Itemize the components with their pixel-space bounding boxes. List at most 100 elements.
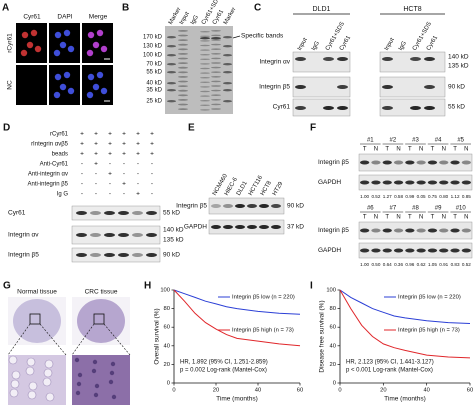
tn-label: T (363, 147, 367, 153)
x-tick-label: 0 (172, 388, 175, 394)
band (405, 180, 415, 185)
ratio: 0.91 (439, 262, 448, 267)
x-tick-label: 20 (380, 388, 386, 394)
patient-id: #7 (390, 206, 397, 212)
size-label: 135 kD (163, 237, 184, 244)
band (223, 45, 232, 48)
band (200, 90, 210, 93)
marker-label: 25 kD (146, 99, 162, 105)
nucleus (28, 381, 38, 391)
ratio: 0.36 (394, 262, 403, 267)
lane-label: Marker (223, 7, 238, 26)
nucleus (8, 355, 18, 365)
band (167, 36, 176, 39)
band (178, 66, 188, 69)
tn-label: N (464, 215, 468, 221)
band (211, 204, 221, 208)
sign: + (122, 131, 126, 138)
lane-label: IgG (311, 40, 321, 52)
sign: + (136, 191, 140, 198)
band (393, 248, 404, 253)
band (424, 106, 435, 110)
sign: - (95, 191, 97, 198)
x-axis-label: Time (months) (384, 396, 426, 403)
band (167, 89, 176, 92)
zoom-line (7, 323, 31, 356)
band (382, 228, 392, 233)
band (200, 31, 210, 33)
band (211, 80, 221, 83)
row-label: Integrin αv (260, 59, 291, 66)
sign: - (123, 191, 125, 198)
band (371, 228, 381, 233)
tn-label: T (363, 215, 367, 221)
panel-label: E (188, 123, 195, 134)
row-label: rCyr61 (7, 33, 14, 53)
band (439, 160, 449, 165)
tn-label: T (431, 147, 435, 153)
blot (358, 153, 473, 172)
blot (358, 242, 473, 259)
band (178, 62, 188, 64)
zoom-box (93, 313, 105, 325)
survival-curve (339, 289, 471, 324)
annotation: p = 0.002 Log-rank (Mantel-Cox) (180, 368, 267, 374)
condition-label: Ig G (57, 192, 69, 198)
band (90, 211, 101, 215)
row-label: GAPDH (318, 179, 341, 186)
cell (100, 45, 108, 53)
size-label: 37 kD (287, 224, 304, 231)
panel-label: A (2, 3, 9, 14)
band (211, 108, 221, 110)
band (416, 248, 426, 253)
ratio: 0.96 (405, 262, 414, 267)
blot (379, 76, 446, 98)
patient-id: #9 (435, 206, 442, 212)
lane-label: Input (384, 37, 396, 52)
band (405, 228, 415, 233)
band (382, 85, 393, 89)
band (211, 76, 221, 78)
band (371, 248, 381, 253)
cell (96, 29, 104, 37)
cell (59, 83, 67, 91)
lane-label: HT29 (272, 181, 285, 197)
band (132, 233, 143, 237)
annotation: p < 0.001 Log-rank (Mantel-Cox) (346, 368, 433, 374)
blot (208, 197, 285, 215)
y-tick-label: 80 (164, 306, 170, 312)
tn-label: T (385, 147, 389, 153)
band (178, 71, 188, 74)
y-axis-label: Disease free survival (%) (319, 300, 326, 372)
band (410, 57, 421, 61)
band (211, 94, 221, 96)
band (247, 225, 257, 229)
ratio: 0.50 (371, 262, 380, 267)
nucleus (108, 379, 114, 385)
band (132, 211, 143, 215)
band (211, 103, 221, 106)
band (178, 85, 188, 87)
cell (87, 31, 95, 39)
ratio: 1.00 (360, 262, 369, 267)
sign: + (80, 141, 84, 148)
panel-label: C (254, 3, 261, 14)
condition-label: Anti-integrin β5 (28, 182, 69, 188)
band (323, 57, 334, 61)
band (223, 89, 232, 92)
sign: + (94, 141, 98, 148)
band (200, 37, 210, 40)
tissue-core (13, 299, 61, 343)
band (439, 180, 449, 185)
nucleus (75, 390, 81, 396)
panel-label: I (310, 281, 313, 292)
sign: + (150, 131, 154, 138)
band (211, 37, 221, 40)
band (450, 228, 460, 233)
y-tick-label: 100 (160, 288, 170, 294)
sign: + (94, 151, 98, 158)
row-label: Cyr61 (8, 210, 26, 217)
nucleus (9, 388, 19, 398)
band (167, 71, 176, 74)
